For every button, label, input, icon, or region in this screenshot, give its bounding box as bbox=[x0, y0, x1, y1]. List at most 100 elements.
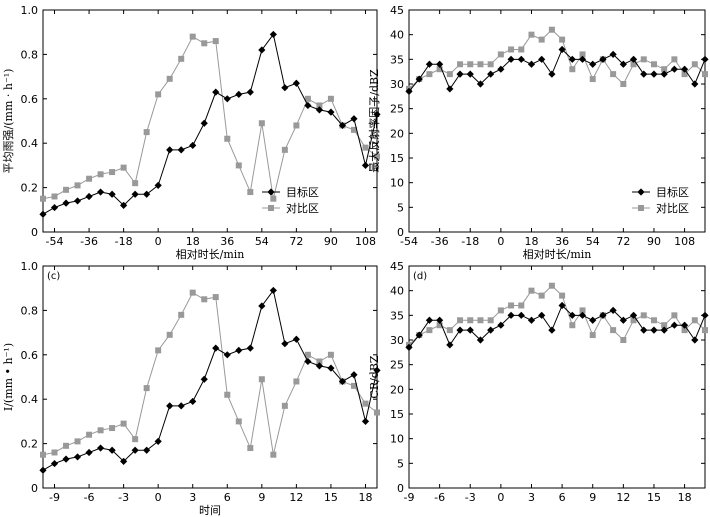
data-point-comparison bbox=[671, 56, 678, 63]
data-point-comparison bbox=[528, 287, 535, 294]
data-point-comparison bbox=[247, 189, 254, 196]
data-point-target bbox=[497, 321, 505, 329]
data-point-comparison bbox=[86, 431, 93, 438]
data-point-target bbox=[436, 316, 444, 324]
x-tick-label: 9 bbox=[589, 491, 596, 504]
y-tick-label: 20 bbox=[390, 127, 404, 140]
data-point-target bbox=[62, 455, 70, 463]
y-tick-label: 5 bbox=[397, 201, 404, 214]
data-point-comparison bbox=[579, 51, 586, 58]
y-tick-label: 0.4 bbox=[21, 393, 39, 406]
x-tick-label: 9 bbox=[258, 491, 265, 504]
data-point-target bbox=[456, 70, 464, 78]
data-point-comparison bbox=[51, 449, 58, 456]
data-point-comparison bbox=[426, 71, 433, 78]
x-tick-label: 54 bbox=[255, 235, 269, 248]
y-tick-label: 30 bbox=[390, 78, 404, 91]
data-point-comparison bbox=[235, 418, 242, 425]
data-point-comparison bbox=[374, 409, 380, 416]
data-point-target bbox=[85, 448, 93, 457]
x-tick-label: -6 bbox=[84, 491, 95, 504]
data-point-target bbox=[425, 60, 434, 68]
y-axis-label: CR/dBZ bbox=[368, 355, 381, 399]
y-tick-label: 0 bbox=[397, 226, 404, 239]
data-point-target bbox=[497, 65, 505, 73]
data-point-target bbox=[548, 70, 556, 78]
data-point-target bbox=[212, 344, 220, 352]
data-point-target bbox=[517, 55, 525, 63]
x-tick-label: -6 bbox=[434, 491, 445, 504]
data-point-comparison bbox=[109, 169, 116, 176]
data-point-comparison bbox=[538, 36, 545, 43]
x-tick-label: 15 bbox=[324, 491, 338, 504]
y-tick-label: 10 bbox=[390, 177, 404, 190]
data-point-comparison bbox=[63, 442, 70, 449]
x-tick-label: 0 bbox=[155, 235, 162, 248]
data-point-target bbox=[558, 301, 566, 310]
x-axis-label: 相对时长/min bbox=[176, 247, 245, 261]
data-point-comparison bbox=[143, 129, 150, 136]
data-point-comparison bbox=[201, 296, 208, 303]
data-point-target bbox=[177, 402, 185, 410]
data-point-target bbox=[166, 402, 174, 410]
x-tick-label: 0 bbox=[497, 235, 504, 248]
x-tick-label: 18 bbox=[186, 235, 200, 248]
x-tick-label: 6 bbox=[224, 491, 231, 504]
x-tick-label: 72 bbox=[289, 235, 303, 248]
data-point-target bbox=[258, 46, 266, 54]
y-tick-label: 0.2 bbox=[21, 182, 39, 195]
data-point-target bbox=[589, 60, 597, 68]
x-tick-label: -9 bbox=[404, 491, 415, 504]
data-point-target bbox=[177, 146, 185, 154]
data-point-comparison bbox=[589, 76, 596, 83]
data-point-target bbox=[629, 311, 638, 319]
data-point-comparison bbox=[630, 317, 637, 324]
data-point-target bbox=[143, 446, 151, 454]
data-point-comparison bbox=[189, 33, 196, 40]
data-point-comparison bbox=[63, 186, 70, 193]
data-point-target bbox=[315, 106, 324, 114]
data-point-target bbox=[517, 311, 525, 319]
x-tick-label: 72 bbox=[616, 235, 630, 248]
x-tick-label: 3 bbox=[189, 491, 196, 504]
data-point-target bbox=[304, 357, 312, 366]
data-point-comparison bbox=[235, 162, 242, 169]
data-point-target bbox=[425, 316, 434, 324]
data-point-comparison bbox=[86, 175, 93, 182]
data-point-comparison bbox=[74, 182, 81, 189]
data-point-comparison bbox=[270, 195, 277, 202]
data-point-target bbox=[223, 351, 231, 359]
data-point-comparison bbox=[467, 317, 474, 324]
data-point-comparison bbox=[362, 144, 369, 151]
x-tick-label: 15 bbox=[647, 491, 661, 504]
x-tick-label: 3 bbox=[528, 491, 535, 504]
x-tick-label: 0 bbox=[497, 491, 504, 504]
data-point-comparison bbox=[508, 302, 515, 309]
x-tick-label: 36 bbox=[555, 235, 569, 248]
data-point-target bbox=[350, 115, 358, 123]
data-point-target bbox=[154, 181, 162, 189]
series-line-target bbox=[42, 289, 378, 471]
panel-tag: (d) bbox=[413, 271, 427, 282]
y-tick-label: 0 bbox=[31, 482, 38, 495]
series-line-comparison bbox=[408, 29, 706, 90]
data-point-target bbox=[361, 417, 370, 425]
data-point-target bbox=[680, 321, 689, 329]
data-point-target bbox=[538, 311, 546, 319]
data-point-comparison bbox=[671, 312, 678, 319]
data-point-comparison bbox=[212, 38, 219, 45]
data-point-target bbox=[73, 453, 82, 461]
data-point-comparison bbox=[212, 294, 219, 301]
panel-tag: (c) bbox=[47, 271, 60, 282]
data-point-target bbox=[650, 70, 658, 78]
data-point-target bbox=[200, 119, 208, 127]
data-point-comparison bbox=[630, 61, 637, 68]
data-point-target bbox=[108, 446, 116, 454]
data-point-comparison bbox=[281, 402, 288, 409]
data-point-comparison bbox=[436, 66, 443, 73]
data-point-target bbox=[258, 302, 266, 310]
plot-frame bbox=[408, 9, 706, 233]
data-point-comparison bbox=[559, 36, 566, 43]
y-axis-label: 最大反射率因子/dBZ bbox=[367, 69, 381, 173]
